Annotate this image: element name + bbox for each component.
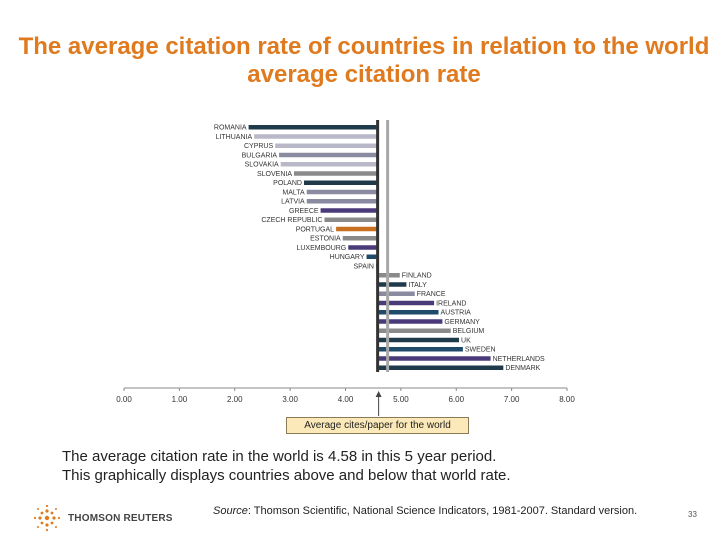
x-tick-label: 3.00 xyxy=(282,395,298,404)
source-note: Source: Thomson Scientific, National Sci… xyxy=(213,505,637,517)
bar-uk xyxy=(377,337,460,343)
bar-cyprus xyxy=(275,143,378,148)
bar-label-denmark: DENMARK xyxy=(505,365,540,372)
bar-label-italy: ITALY xyxy=(408,282,427,289)
bar-slovenia xyxy=(294,171,378,176)
bar-lithuania xyxy=(254,134,378,139)
bar-label-greece: GREECE xyxy=(289,208,319,215)
labels-layer: ROMANIA LITHUANIA CYPRUS BULGARIA SLOVAKIA SL… xyxy=(214,125,545,373)
baseline-layer xyxy=(375,120,390,416)
x-tick-label: 8.00 xyxy=(559,395,575,404)
bar-latvia xyxy=(306,199,378,204)
description-line-1: The average citation rate in the world i… xyxy=(62,448,497,465)
bar-label-spain: SPAIN xyxy=(353,263,374,270)
bar-belgium xyxy=(377,328,451,333)
bar-poland xyxy=(303,180,378,185)
bar-germany xyxy=(377,319,443,324)
pointer-arrow-icon xyxy=(375,391,382,397)
bar-label-belgium: BELGIUM xyxy=(453,328,485,335)
logo-wordmark: THOMSON REUTERS xyxy=(68,513,173,524)
x-tick-label: 6.00 xyxy=(448,395,464,404)
bar-label-poland: POLAND xyxy=(273,180,302,187)
bar-romania xyxy=(248,125,378,130)
bar-label-sweden: SWEDEN xyxy=(465,347,496,354)
bar-label-netherlands: NETHERLANDS xyxy=(493,356,545,363)
bar-estonia xyxy=(342,236,378,241)
bar-luxembourg xyxy=(348,245,378,250)
slide-title: The average citation rate of countries i… xyxy=(18,33,710,88)
description-line-2: This graphically displays countries abov… xyxy=(62,467,511,484)
page-number: 33 xyxy=(688,510,697,519)
bar-netherlands xyxy=(377,356,491,361)
x-tick-label: 7.00 xyxy=(504,395,520,404)
x-tick-label: 2.00 xyxy=(227,395,243,404)
bar-france xyxy=(377,291,415,296)
bar-label-bulgaria: BULGARIA xyxy=(242,152,278,159)
bar-label-latvia: LATVIA xyxy=(281,199,305,206)
bar-label-france: FRANCE xyxy=(417,291,446,298)
bar-portugal xyxy=(336,226,378,232)
bars-layer xyxy=(248,125,504,370)
bar-czech-republic xyxy=(324,217,378,222)
bar-label-romania: ROMANIA xyxy=(214,125,247,132)
x-axis: 0.00 1.00 2.00 3.00 4.00 5.00 6.00 7.00 8.00 xyxy=(116,387,575,404)
bar-label-uk: UK xyxy=(461,337,471,344)
bar-greece xyxy=(320,208,378,213)
bar-slovakia xyxy=(280,162,378,167)
bar-denmark xyxy=(377,365,504,370)
bar-hungary xyxy=(366,254,378,259)
bar-ireland xyxy=(377,300,435,306)
source-label: Source xyxy=(213,505,248,517)
x-tick-label: 4.00 xyxy=(338,395,354,404)
citation-bar-chart: ROMANIA LITHUANIA CYPRUS BULGARIA SLOVAKIA SL… xyxy=(116,120,575,416)
source-text: : Thomson Scientific, National Science I… xyxy=(247,505,638,517)
bar-label-austria: AUSTRIA xyxy=(441,310,472,317)
bar-label-luxembourg: LUXEMBOURG xyxy=(296,245,346,252)
bar-label-ireland: IRELAND xyxy=(436,300,466,307)
bar-label-estonia: ESTONIA xyxy=(310,236,341,243)
description: The average citation rate in the world i… xyxy=(62,447,682,485)
bar-sweden xyxy=(377,347,463,352)
bar-austria xyxy=(377,310,439,315)
bar-bulgaria xyxy=(279,152,378,158)
bar-label-slovakia: SLOVAKIA xyxy=(245,162,279,169)
bar-label-malta: MALTA xyxy=(282,189,305,196)
x-tick-label: 5.00 xyxy=(393,395,409,404)
bar-label-slovenia: SLOVENIA xyxy=(257,171,292,178)
bar-label-germany: GERMANY xyxy=(444,319,480,326)
bar-label-lithuania: LITHUANIA xyxy=(216,134,253,141)
bar-label-cyprus: CYPRUS xyxy=(244,143,274,150)
x-tick-label: 0.00 xyxy=(116,395,132,404)
bar-italy xyxy=(377,282,407,287)
bar-label-czech-republic: CZECH REPUBLIC xyxy=(261,217,322,224)
thomson-reuters-logo-icon xyxy=(33,504,61,532)
world-average-label: Average cites/paper for the world xyxy=(286,417,469,434)
bar-label-finland: FINLAND xyxy=(402,273,432,280)
x-tick-label: 1.00 xyxy=(172,395,188,404)
bar-label-hungary: HUNGARY xyxy=(330,254,365,261)
bar-label-portugal: PORTUGAL xyxy=(296,226,334,233)
bar-malta xyxy=(306,189,378,195)
